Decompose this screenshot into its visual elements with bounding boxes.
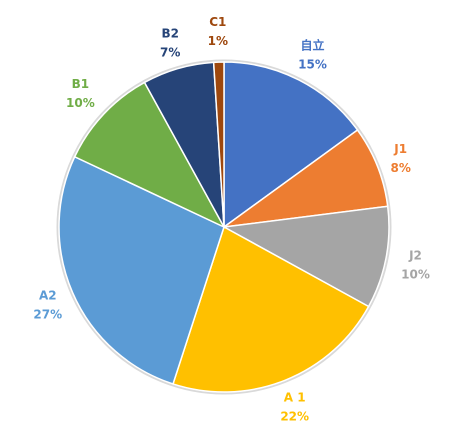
slice-value-label-7: 7% — [160, 46, 180, 60]
slice-value-label-8: 1% — [208, 34, 228, 48]
slice-category-label-8: C1 — [209, 15, 226, 29]
slice-value-label-5: 27% — [33, 307, 62, 321]
pie-slice-6 — [73, 81, 226, 229]
slice-value-label-3: 10% — [401, 268, 430, 282]
slice-category-label-3: J2 — [408, 249, 422, 263]
pie-slice-4 — [172, 225, 370, 393]
pie-slices — [56, 59, 392, 395]
slice-category-label-1: 自立 — [300, 37, 324, 52]
slice-category-label-7: B2 — [161, 27, 179, 41]
pie-slice-8 — [212, 61, 225, 228]
pie-outline — [56, 59, 392, 395]
pie-slice-5 — [58, 155, 225, 385]
slice-category-label-2: J1 — [393, 142, 407, 156]
slice-category-label-5: A2 — [39, 288, 57, 302]
pie-slice-1 — [223, 61, 359, 229]
slice-value-label-4: 22% — [280, 410, 309, 424]
pie-labels: 自立 15% J1 8% J2 10% A 1 22% A2 27% B1 10% B2 7% C1 1% — [33, 15, 429, 423]
slice-value-label-1: 15% — [298, 57, 327, 71]
slice-value-label-2: 8% — [391, 161, 411, 175]
pie-slice-3 — [221, 205, 390, 308]
slice-category-label-4: A 1 — [284, 391, 306, 405]
slice-category-label-6: B1 — [72, 77, 90, 91]
slice-value-label-6: 10% — [66, 96, 95, 110]
